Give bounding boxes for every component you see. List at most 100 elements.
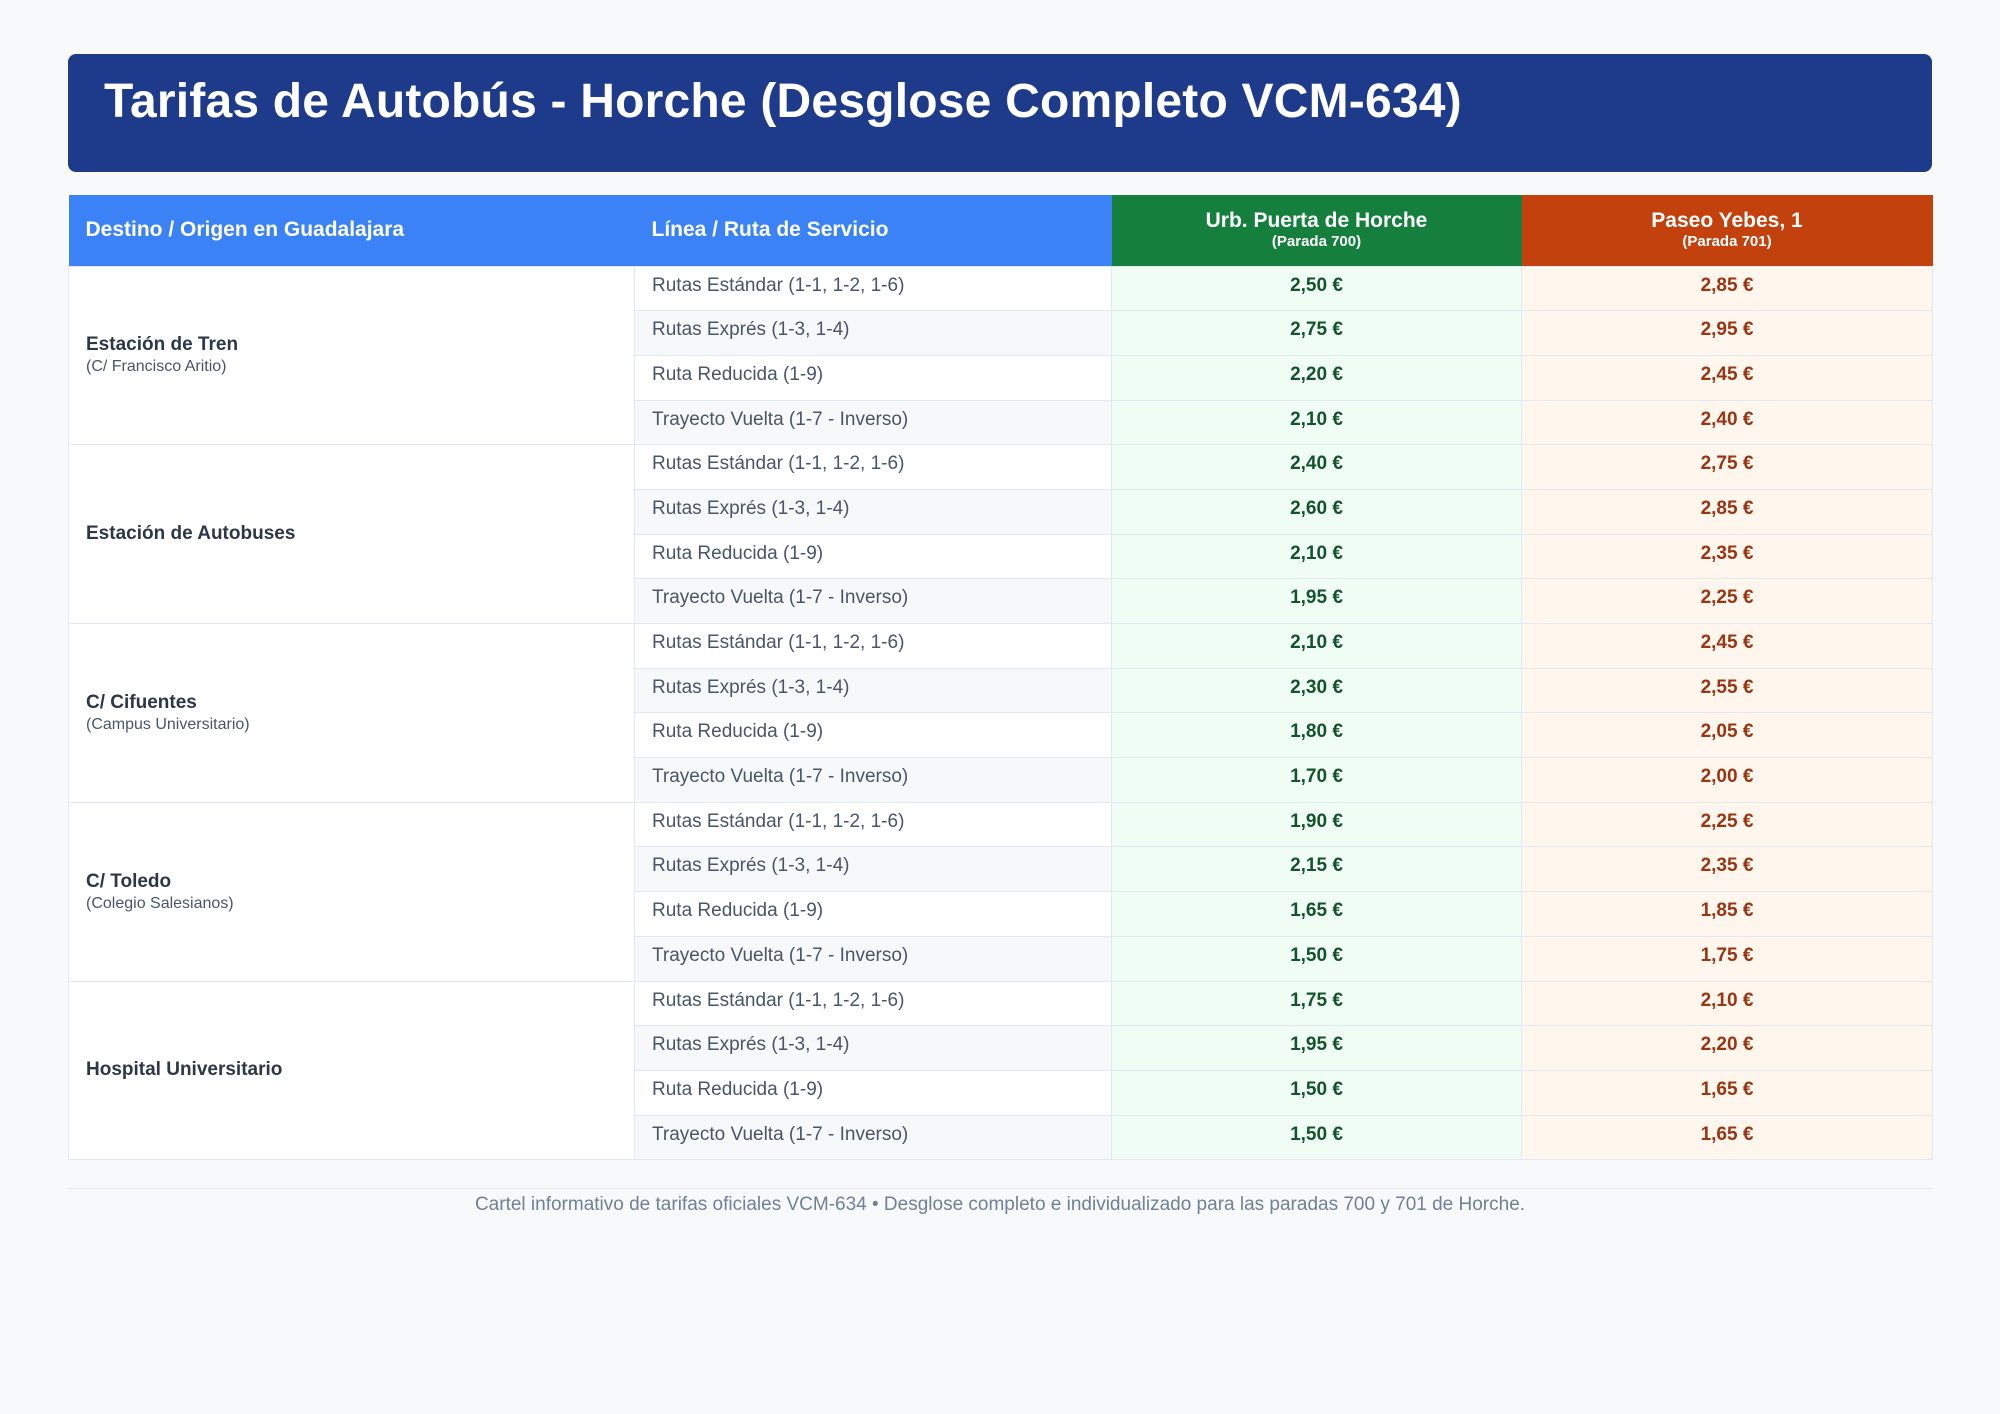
fare-stop-700: 2,60 € <box>1111 488 1522 535</box>
fare-stop-700: 1,95 € <box>1111 578 1522 624</box>
header-destination: Destino / Origen en Guadalajara <box>68 195 635 266</box>
title-banner: Tarifas de Autobús - Horche (Desglose Co… <box>68 54 1932 172</box>
route-name: Trayecto Vuelta (1-7 - Inverso) <box>634 1114 1112 1161</box>
fare-stop-700: 1,65 € <box>1111 891 1522 937</box>
route-name: Rutas Exprés (1-3, 1-4) <box>634 1025 1112 1071</box>
fare-stop-700: 1,90 € <box>1111 801 1522 848</box>
route-name: Ruta Reducida (1-9) <box>634 1069 1112 1116</box>
destination-subtitle: (Colegio Salesianos) <box>86 894 234 912</box>
destination-cell: C/ Cifuentes (Campus Universitario) <box>68 623 635 803</box>
fare-stop-701: 1,65 € <box>1521 1069 1933 1116</box>
table-row: C/ Cifuentes (Campus Universitario) Rutas … <box>68 623 1933 803</box>
fare-stop-700: 2,50 € <box>1111 265 1522 312</box>
table-row: Ruta Reducida (1-9) 1,50 €1,65 € <box>69 1069 1933 1116</box>
route-name: Rutas Estándar (1-1, 1-2, 1-6) <box>634 980 1112 1027</box>
fare-stop-701: 2,25 € <box>1521 801 1933 848</box>
fare-stop-701: 2,40 € <box>1521 399 1933 446</box>
fare-stop-700: 2,20 € <box>1111 354 1522 401</box>
fare-stop-701: 2,00 € <box>1521 757 1933 803</box>
header-line: Línea / Ruta de Servicio <box>634 195 1112 266</box>
table-row: Trayecto Vuelta (1-7 - Inverso) 1,95 €2,2… <box>69 578 1933 624</box>
fare-stop-700: 1,70 € <box>1111 757 1522 803</box>
stop-700-code: (Parada 700) <box>1271 233 1362 251</box>
table-row: Trayecto Vuelta (1-7 - Inverso) 2,10 €2,4… <box>69 399 1933 446</box>
fare-stop-700: 1,75 € <box>1111 980 1522 1027</box>
table-row: Estación de Autobuses Rutas Estándar (1-1… <box>68 444 1933 624</box>
destination-subtitle: (C/ Francisco Aritio) <box>86 358 227 376</box>
table-row: Rutas Exprés (1-3, 1-4) 2,15 €2,35 € <box>69 846 1933 893</box>
fare-stop-701: 2,45 € <box>1521 623 1933 669</box>
fare-stop-700: 2,30 € <box>1111 667 1522 714</box>
destination-name: Estación de Autobuses <box>86 523 296 545</box>
route-name: Rutas Estándar (1-1, 1-2, 1-6) <box>634 444 1112 490</box>
fare-stop-701: 2,25 € <box>1521 578 1933 624</box>
route-name: Rutas Exprés (1-3, 1-4) <box>634 667 1112 714</box>
fare-stop-701: 2,85 € <box>1521 488 1933 535</box>
route-name: Ruta Reducida (1-9) <box>634 712 1112 759</box>
fare-stop-700: 1,95 € <box>1111 1025 1522 1071</box>
route-name: Rutas Exprés (1-3, 1-4) <box>634 310 1112 356</box>
fare-stop-700: 2,40 € <box>1111 444 1522 490</box>
route-name: Rutas Estándar (1-1, 1-2, 1-6) <box>634 623 1112 669</box>
route-name: Rutas Exprés (1-3, 1-4) <box>634 846 1112 893</box>
fare-stop-701: 2,10 € <box>1521 980 1933 1027</box>
table-row: Rutas Exprés (1-3, 1-4) 2,75 €2,95 € <box>69 310 1933 356</box>
table-row: Ruta Reducida (1-9) 1,80 €2,05 € <box>69 712 1933 759</box>
fares-body: Estación de Tren (C/ Francisco Aritio) Rut… <box>68 265 1933 1161</box>
destination-cell: C/ Toledo (Colegio Salesianos) <box>68 801 635 982</box>
fare-stop-700: 2,10 € <box>1111 623 1522 669</box>
fare-stop-701: 2,75 € <box>1521 444 1933 490</box>
fares-table: Destino / Origen en Guadalajara Línea / … <box>68 195 1933 1161</box>
route-name: Trayecto Vuelta (1-7 - Inverso) <box>634 578 1112 624</box>
header-stop-701: Paseo Yebes, 1 (Parada 701) <box>1521 195 1933 266</box>
table-row: Trayecto Vuelta (1-7 - Inverso) 1,50 €1,7… <box>69 935 1933 982</box>
table-row: Rutas Exprés (1-3, 1-4) 2,60 €2,85 € <box>69 488 1933 535</box>
fare-stop-700: 1,50 € <box>1111 1114 1522 1161</box>
fare-stop-701: 2,20 € <box>1521 1025 1933 1071</box>
table-row: Ruta Reducida (1-9) 2,20 €2,45 € <box>69 354 1933 401</box>
route-name: Rutas Estándar (1-1, 1-2, 1-6) <box>634 265 1112 312</box>
destination-subtitle: (Campus Universitario) <box>86 715 250 733</box>
fare-stop-700: 2,10 € <box>1111 533 1522 580</box>
destination-cell: Estación de Autobuses <box>68 444 635 624</box>
table-row: Trayecto Vuelta (1-7 - Inverso) 1,70 €2,0… <box>69 757 1933 803</box>
table-row: Hospital Universitario Rutas Estándar (1-… <box>68 980 1933 1161</box>
fare-stop-701: 2,05 € <box>1521 712 1933 759</box>
fare-stop-701: 2,85 € <box>1521 265 1933 312</box>
route-name: Trayecto Vuelta (1-7 - Inverso) <box>634 399 1112 446</box>
fare-stop-700: 2,75 € <box>1111 310 1522 356</box>
stop-701-code: (Parada 701) <box>1682 233 1772 251</box>
route-name: Ruta Reducida (1-9) <box>634 533 1112 580</box>
fare-stop-701: 2,55 € <box>1521 667 1933 714</box>
fare-stop-700: 2,15 € <box>1111 846 1522 893</box>
footer-divider <box>68 1188 1932 1189</box>
destination-name: C/ Cifuentes <box>86 691 197 713</box>
table-row: Estación de Tren (C/ Francisco Aritio) Rut… <box>68 265 1933 446</box>
table-row: C/ Toledo (Colegio Salesianos) Rutas Están… <box>68 801 1933 982</box>
destination-cell: Hospital Universitario <box>68 980 635 1161</box>
table-row: Rutas Exprés (1-3, 1-4) 1,95 €2,20 € <box>69 1025 1933 1071</box>
destination-name: Hospital Universitario <box>86 1059 283 1081</box>
destination-cell: Estación de Tren (C/ Francisco Aritio) <box>68 265 635 446</box>
stop-701-name: Paseo Yebes, 1 <box>1651 209 1803 233</box>
route-name: Rutas Estándar (1-1, 1-2, 1-6) <box>634 801 1112 848</box>
fare-stop-700: 1,50 € <box>1111 1069 1522 1116</box>
table-header-row: Destino / Origen en Guadalajara Línea / … <box>68 195 1933 266</box>
fare-stop-700: 1,80 € <box>1111 712 1522 759</box>
fare-stop-701: 2,45 € <box>1521 354 1933 401</box>
table-row: Trayecto Vuelta (1-7 - Inverso) 1,50 €1,6… <box>69 1114 1933 1161</box>
table-row: Ruta Reducida (1-9) 2,10 €2,35 € <box>69 533 1933 580</box>
fare-stop-701: 1,65 € <box>1521 1114 1933 1161</box>
fare-stop-701: 2,35 € <box>1521 846 1933 893</box>
fare-stop-700: 1,50 € <box>1111 935 1522 982</box>
route-name: Ruta Reducida (1-9) <box>634 891 1112 937</box>
fare-stop-701: 1,75 € <box>1521 935 1933 982</box>
page-title: Tarifas de Autobús - Horche (Desglose Co… <box>104 75 1462 128</box>
stop-700-name: Urb. Puerta de Horche <box>1205 209 1428 233</box>
route-name: Rutas Exprés (1-3, 1-4) <box>634 488 1112 535</box>
destination-name: C/ Toledo <box>86 870 172 892</box>
route-name: Trayecto Vuelta (1-7 - Inverso) <box>634 757 1112 803</box>
fare-stop-701: 1,85 € <box>1521 891 1933 937</box>
fare-stop-700: 2,10 € <box>1111 399 1522 446</box>
fare-stop-701: 2,95 € <box>1521 310 1933 356</box>
